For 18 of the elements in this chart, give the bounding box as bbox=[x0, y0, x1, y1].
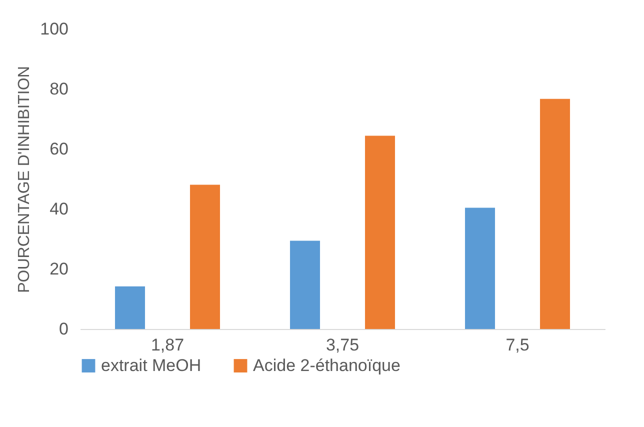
y-tick-label: 100 bbox=[40, 20, 68, 38]
bar bbox=[540, 98, 570, 329]
y-tick-label: 20 bbox=[50, 260, 68, 278]
y-axis-title: POURCENTAGE D'INHIBITION bbox=[16, 66, 34, 293]
x-tick-label: 7,5 bbox=[506, 336, 530, 354]
bar bbox=[465, 208, 495, 329]
y-tick-label: 0 bbox=[59, 320, 68, 338]
legend-label: Acide 2-éthanoïque bbox=[253, 356, 400, 375]
bar bbox=[365, 136, 395, 329]
y-tick-label: 80 bbox=[50, 80, 68, 98]
bar bbox=[290, 240, 320, 329]
x-tick-label: 3,75 bbox=[326, 336, 360, 354]
bar bbox=[190, 184, 220, 329]
bar bbox=[115, 286, 145, 329]
y-tick-label: 60 bbox=[50, 140, 68, 158]
y-tick-label: 40 bbox=[50, 200, 68, 218]
x-tick-label: 1,87 bbox=[150, 336, 184, 354]
legend-label: extrait MeOH bbox=[101, 356, 202, 375]
